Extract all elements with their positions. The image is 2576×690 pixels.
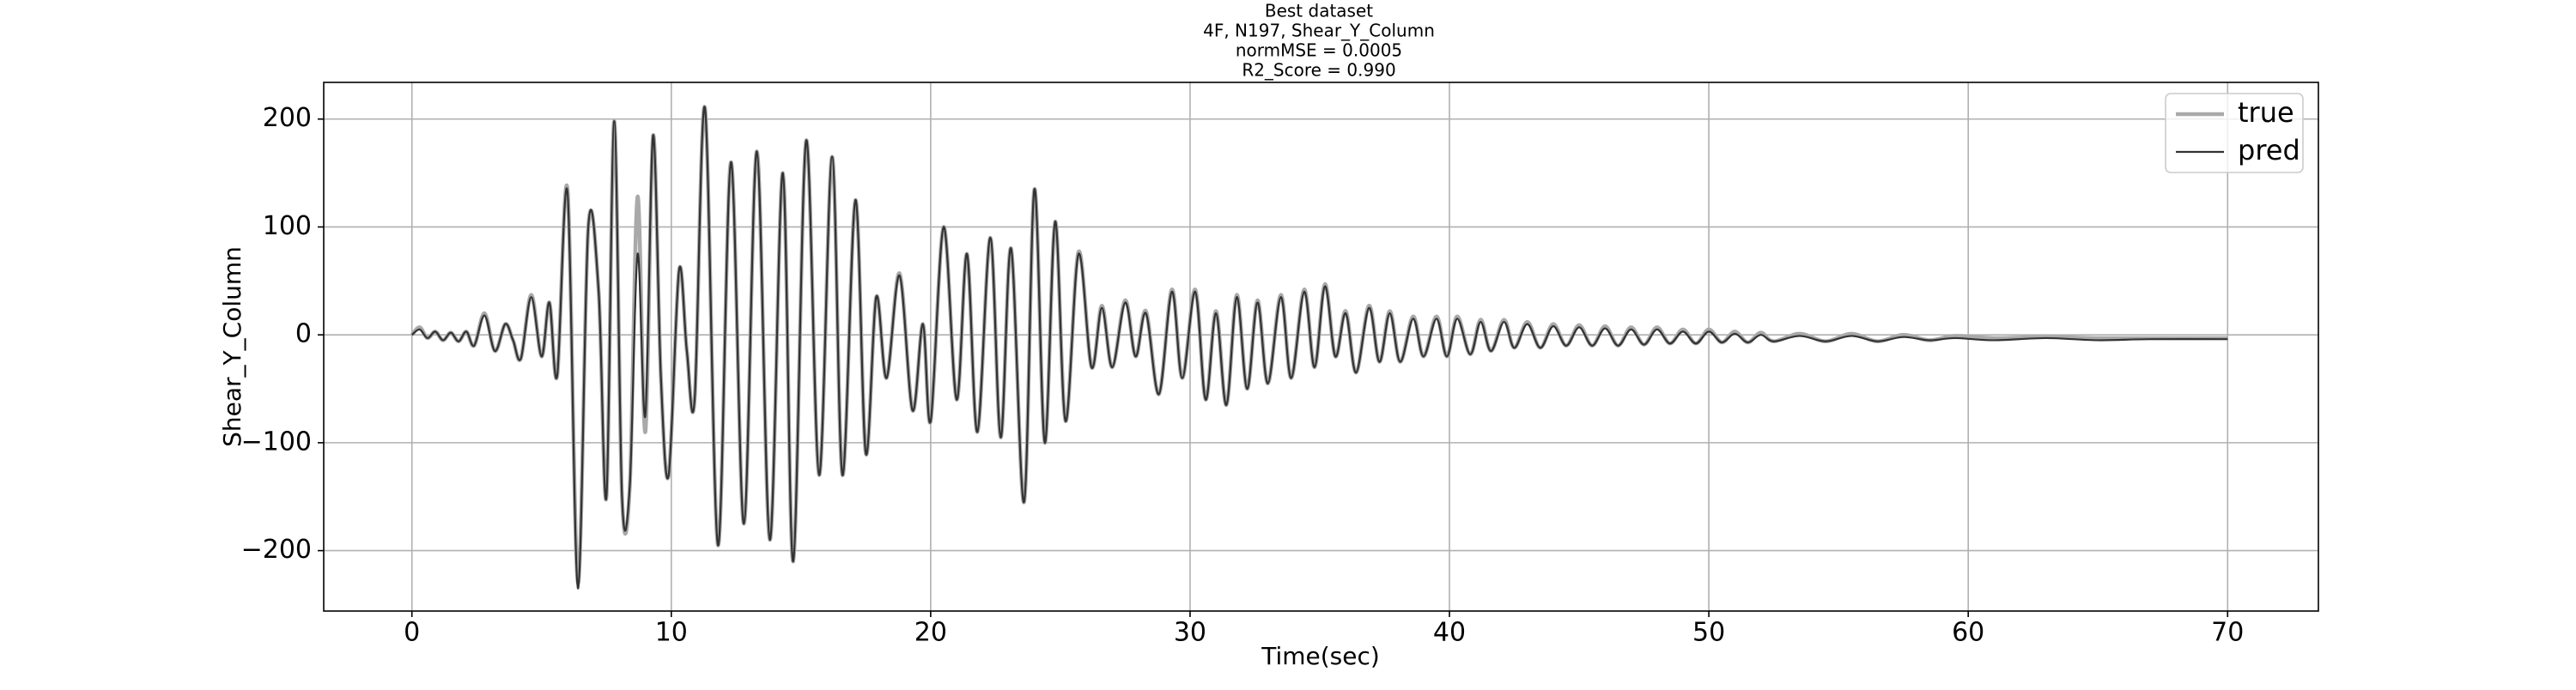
legend-label: pred	[2238, 134, 2300, 166]
y-tick-label: −100	[241, 427, 312, 457]
y-tick-label: 0	[295, 319, 312, 349]
x-tick-label: 50	[1692, 618, 1725, 648]
y-axis-label: Shear_Y_Column	[218, 246, 246, 447]
x-tick-label: 20	[914, 618, 947, 648]
legend-label: true	[2238, 96, 2294, 129]
chart-subtitle: 4F, N197, Shear_Y_Column	[1203, 21, 1435, 41]
x-axis-label: Time(sec)	[1261, 642, 1380, 670]
chart-subtitle: R2_Score = 0.990	[1242, 60, 1395, 81]
series-line	[410, 105, 2228, 585]
x-tick-label: 30	[1174, 618, 1206, 648]
x-tick-label: 60	[1952, 618, 1984, 648]
plot-frame	[323, 82, 2319, 612]
y-tick-label: 200	[263, 103, 312, 133]
series-line	[410, 106, 2228, 590]
chart-title: Best dataset	[1265, 1, 1373, 21]
x-tick-label: 10	[655, 618, 688, 648]
chart-subtitle: normMSE = 0.0005	[1236, 40, 1402, 61]
x-tick-label: 0	[404, 618, 420, 648]
y-tick-label: 100	[263, 211, 312, 241]
x-tick-label: 70	[2211, 618, 2244, 648]
y-tick-label: −200	[241, 535, 312, 565]
x-tick-label: 40	[1433, 618, 1466, 648]
